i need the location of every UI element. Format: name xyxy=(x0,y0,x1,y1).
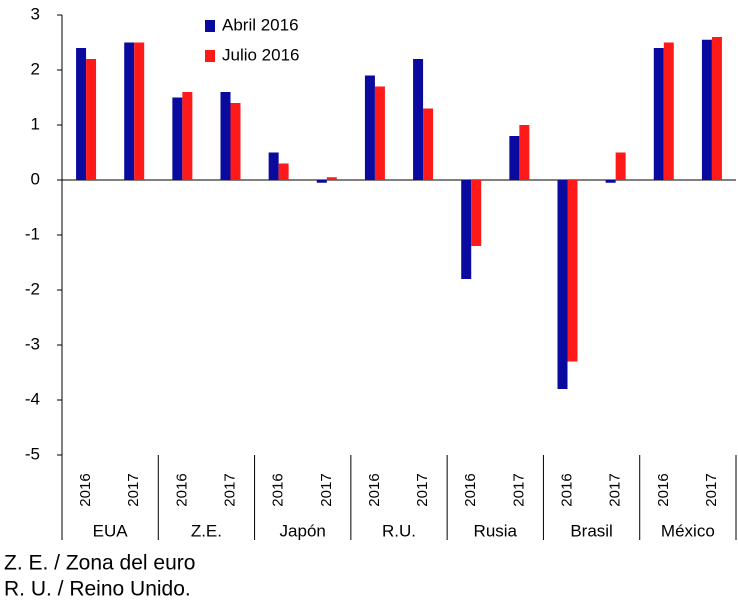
y-tick-label: -4 xyxy=(25,389,40,408)
x-tick-label: 2016 xyxy=(366,473,383,506)
y-tick-label: 2 xyxy=(31,59,40,78)
bar xyxy=(316,180,327,183)
bar xyxy=(663,42,674,180)
group-label: Z.E. xyxy=(191,521,222,540)
group-label: Japón xyxy=(280,521,326,540)
bar xyxy=(471,180,482,246)
x-tick-label: 2016 xyxy=(270,473,287,506)
y-tick-label: -5 xyxy=(25,444,40,463)
bar xyxy=(230,103,241,180)
bar xyxy=(701,39,712,180)
bar xyxy=(374,86,385,180)
y-tick-label: -3 xyxy=(25,334,40,353)
bar xyxy=(557,180,568,389)
x-tick-label: 2017 xyxy=(607,473,624,506)
legend-swatch xyxy=(205,50,215,62)
x-tick-label: 2017 xyxy=(221,473,238,506)
bar xyxy=(182,92,193,180)
bar xyxy=(413,59,424,180)
bar xyxy=(172,97,183,180)
footnote: R. U. / Reino Unido. xyxy=(4,578,191,601)
x-tick-label: 2017 xyxy=(703,473,720,506)
group-label: Rusia xyxy=(474,521,518,540)
group-label: EUA xyxy=(93,521,129,540)
bar xyxy=(364,75,375,180)
x-tick-label: 2016 xyxy=(462,473,479,506)
y-tick-label: 1 xyxy=(31,114,40,133)
bar xyxy=(509,136,520,180)
x-tick-label: 2016 xyxy=(77,473,94,506)
bar xyxy=(86,59,97,180)
bar xyxy=(519,125,530,180)
bar xyxy=(653,48,664,180)
bar xyxy=(615,152,626,180)
bar xyxy=(76,48,87,180)
x-tick-label: 2016 xyxy=(558,473,575,506)
x-tick-label: 2016 xyxy=(173,473,190,506)
y-tick-label: -2 xyxy=(25,279,40,298)
x-tick-label: 2017 xyxy=(510,473,527,506)
legend-label: Julio 2016 xyxy=(222,45,300,64)
x-tick-label: 2017 xyxy=(125,473,142,506)
bar xyxy=(326,177,337,180)
y-tick-label: 0 xyxy=(31,169,40,188)
legend-label: Abril 2016 xyxy=(222,15,299,34)
y-tick-label: 3 xyxy=(31,4,40,23)
bar xyxy=(423,108,434,180)
bar xyxy=(220,92,231,180)
bar xyxy=(605,180,616,183)
x-tick-label: 2016 xyxy=(655,473,672,506)
bar xyxy=(124,42,135,180)
group-label: Brasil xyxy=(570,521,613,540)
x-tick-label: 2017 xyxy=(318,473,335,506)
group-label: México xyxy=(661,521,715,540)
legend-swatch xyxy=(205,20,215,32)
bar xyxy=(461,180,472,279)
bar xyxy=(567,180,578,362)
footnote: Z. E. / Zona del euro xyxy=(4,552,195,575)
x-tick-label: 2017 xyxy=(414,473,431,506)
bar xyxy=(268,152,279,180)
bar xyxy=(134,42,145,180)
bar xyxy=(278,163,289,180)
bar xyxy=(711,37,722,180)
y-tick-label: -1 xyxy=(25,224,40,243)
group-label: R.U. xyxy=(382,521,416,540)
